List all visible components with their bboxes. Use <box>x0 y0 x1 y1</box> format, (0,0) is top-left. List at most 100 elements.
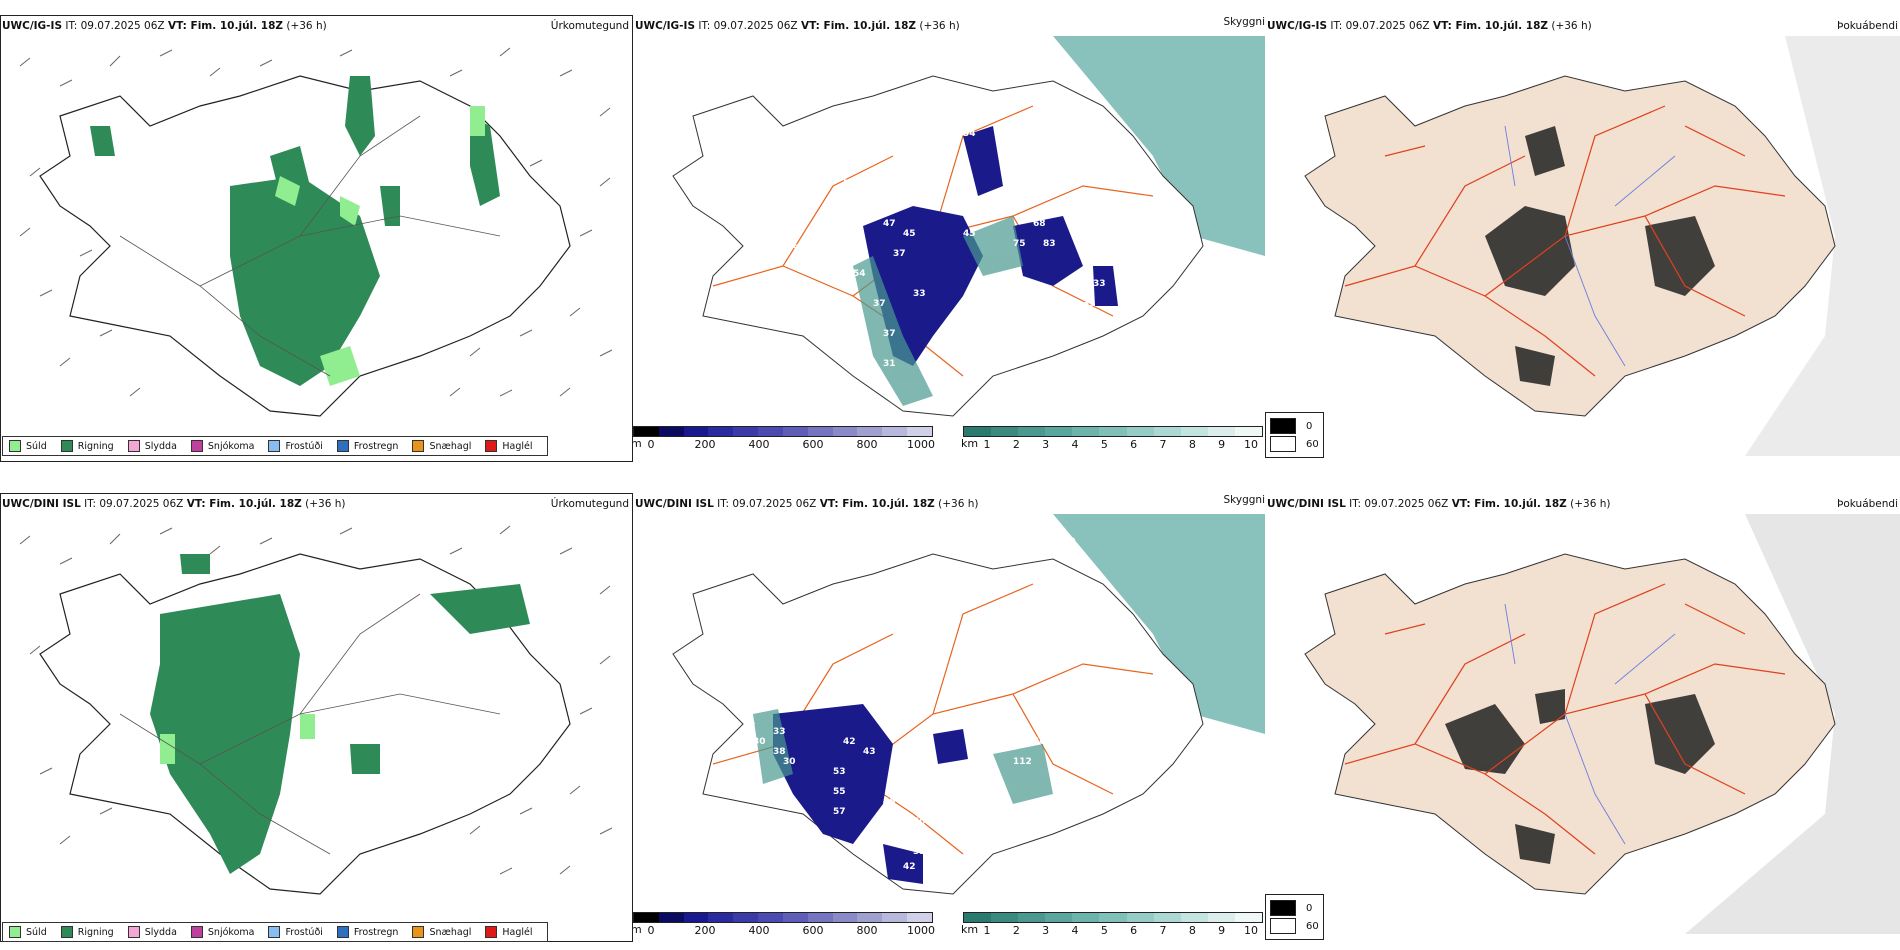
visibility-areas <box>853 216 1023 406</box>
model-name: UWC/DINI ISL <box>635 498 714 510</box>
panel-title: Skyggni <box>1223 494 1266 506</box>
sea-visibility <box>1053 514 1265 734</box>
init-time: IT: 09.07.2025 06Z <box>713 498 820 510</box>
rivers <box>1504 125 1676 367</box>
fog-legend: 0 60 <box>1265 894 1324 940</box>
panel-header: UWC/IG-IS IT: 09.07.2025 06Z VT: Fim. 10… <box>2 20 327 32</box>
colorbar-tick: 8 <box>1188 438 1196 451</box>
ceiling-value-label: 83 <box>1043 239 1056 249</box>
colorbar-tick: 3 <box>1042 924 1050 937</box>
visibility-colorbar: 1 2 3 4 5 6 7 8 9 10 km <box>961 912 1263 942</box>
colorbar-segment <box>857 427 883 436</box>
panel-header: UWC/DINI ISL IT: 09.07.2025 06Z VT: Fim.… <box>2 498 345 510</box>
colorbar-segment <box>832 427 858 436</box>
colorbar-tick: 10 <box>1244 924 1258 937</box>
colorbar-segment <box>733 427 759 436</box>
ceiling-value-label: 38 <box>773 747 786 757</box>
colorbar-tick: 10 <box>1244 438 1258 451</box>
colorbar-segment <box>758 913 783 922</box>
colorbar-tick: 800 <box>856 438 878 451</box>
lead-time: (+36 h) <box>934 498 979 510</box>
colorbar-segment <box>857 913 883 922</box>
swatch <box>412 926 425 938</box>
swatch <box>336 440 349 452</box>
ceiling-value-label: 42 <box>903 862 916 872</box>
colorbar-segment <box>1234 427 1263 436</box>
model-name: UWC/IG-IS <box>2 20 63 32</box>
colorbar-tick: 7 <box>1159 924 1167 937</box>
colorbar-segment <box>807 427 833 436</box>
ceiling-value-label: 38 <box>893 717 906 727</box>
colorbar-segment <box>683 913 709 922</box>
colorbar-segment <box>733 913 759 922</box>
colorbar-segment <box>1234 913 1263 922</box>
rivers <box>1504 603 1676 845</box>
lead-time: (+36 h) <box>283 20 327 32</box>
colorbar-tick: 1 <box>983 438 991 451</box>
swatch <box>1270 900 1296 916</box>
legend-item-snow: Snjókoma <box>190 440 254 452</box>
valid-time: Fim. 10.júl. 18Z <box>205 498 302 510</box>
model-name: UWC/DINI ISL <box>1267 498 1346 510</box>
legend-item-drizzle: Súld <box>9 926 47 938</box>
colorbar-segment <box>634 913 659 922</box>
ceiling-panel-row1: UWC/IG-IS IT: 09.07.2025 06Z VT: Fim. 10… <box>633 12 1265 464</box>
swatch <box>268 440 281 452</box>
valid-label: VT: <box>186 498 206 510</box>
swatch <box>1270 418 1296 434</box>
colorbar-tick: 400 <box>748 438 770 451</box>
fog-map[interactable] <box>1265 514 1900 934</box>
colorbar-tick: 0 <box>647 438 655 451</box>
cloudbase-unit: m <box>633 437 642 450</box>
valid-label: VT: <box>800 20 820 32</box>
legend-item-freezing-rain: Frostregn <box>336 440 398 452</box>
swatch <box>127 926 140 938</box>
init-time: IT: 09.07.2025 06Z <box>1345 498 1452 510</box>
visibility-ticks: 1 2 3 4 5 6 7 8 9 10 <box>963 924 1263 938</box>
panel-header: UWC/DINI ISL IT: 09.07.2025 06Z VT: Fim.… <box>1267 498 1610 510</box>
colorbar-segment <box>882 427 908 436</box>
legend-item-rain: Rigning <box>60 440 114 452</box>
ceiling-value-label: 38 <box>933 717 946 727</box>
swatch <box>485 440 498 452</box>
colorbar-tick: 4 <box>1071 438 1079 451</box>
ceiling-value-label: 31 <box>743 717 756 727</box>
colorbar-segment <box>807 913 833 922</box>
swatch <box>485 926 498 938</box>
cloudbase-unit: m <box>633 923 642 936</box>
fog-legend: 0 60 <box>1265 412 1324 458</box>
fog-map[interactable] <box>1265 36 1900 456</box>
ceiling-value-label: 50 <box>1063 537 1076 547</box>
swatch <box>60 926 73 938</box>
legend-item-snow: Snjókoma <box>190 926 254 938</box>
colorbar-tick: 600 <box>802 924 824 937</box>
valid-label: VT: <box>167 20 187 32</box>
colorbar-segment <box>1099 913 1127 922</box>
fog-legend-row: 60 <box>1270 917 1319 935</box>
ceiling-map[interactable]: 61 54 52 100 78 47 37 91 45 37 54 33 37 37 31 32 45 68 75 8… <box>633 36 1265 436</box>
legend-item-sleet: Slydda <box>127 440 177 452</box>
ceiling-value-label: 78 <box>853 209 866 219</box>
precip-map[interactable] <box>0 514 631 914</box>
legend-item-freezing-drizzle: Frostúði <box>268 440 323 452</box>
ceiling-value-label: 33 <box>913 289 926 299</box>
colorbar-segment <box>1072 427 1100 436</box>
ceiling-value-label: 57 <box>833 807 846 817</box>
colorbar-segment <box>907 913 932 922</box>
colorbar-tick: 9 <box>1218 438 1226 451</box>
init-time: IT: 09.07.2025 06Z <box>80 498 187 510</box>
valid-label: VT: <box>1432 20 1452 32</box>
precip-panel-row1: UWC/IG-IS IT: 09.07.2025 06Z VT: Fim. 10… <box>0 12 633 464</box>
valid-time: Fim. 10.júl. 18Z <box>819 20 917 32</box>
cloudbase-ticks: 0 200 400 600 800 1000 <box>633 438 936 452</box>
precip-map[interactable] <box>0 36 631 436</box>
ceiling-value-label: 37 <box>893 249 906 259</box>
rain-areas <box>90 76 500 386</box>
legend-item-hail: Haglél <box>485 440 533 452</box>
colorbar-segment <box>782 913 808 922</box>
colorbar-segment <box>1045 913 1073 922</box>
colorbar-tick: 8 <box>1188 924 1196 937</box>
ceiling-value-label: 68 <box>1033 219 1046 229</box>
colorbar-segment <box>1045 427 1073 436</box>
